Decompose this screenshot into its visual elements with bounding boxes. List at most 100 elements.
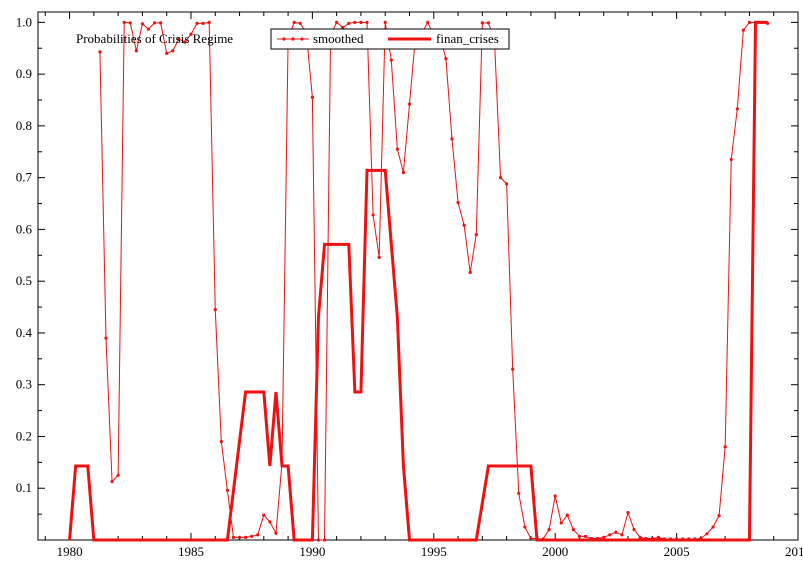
data-point-smoothed [256, 533, 260, 537]
legend-marker-smoothed [282, 37, 286, 41]
legend-label-finan-crises: finan_crises [436, 31, 499, 46]
data-point-smoothed [341, 25, 345, 30]
data-point-smoothed [705, 532, 709, 536]
data-point-smoothed [426, 20, 430, 24]
data-point-smoothed [268, 520, 272, 524]
data-point-smoothed [146, 27, 151, 31]
data-point-smoothed [335, 20, 339, 24]
data-point-smoothed [292, 20, 296, 24]
data-point-smoothed [250, 534, 254, 538]
data-point-smoothed [98, 50, 102, 54]
data-point-smoothed [365, 20, 369, 24]
y-axis: 0.1 0.2 0.3 0.4 0.5 0.6 0.7 0.8 0.9 1.0 [16, 14, 798, 515]
legend-label-smoothed: smoothed [313, 31, 364, 46]
data-point-smoothed [723, 445, 727, 449]
data-point-smoothed [377, 255, 381, 259]
x-tick-label: 2000 [542, 544, 568, 559]
data-point-smoothed [171, 49, 175, 53]
data-point-smoothed [122, 20, 126, 24]
y-tick-label: 1.0 [16, 14, 32, 29]
legend-marker-smoothed [300, 37, 304, 41]
y-tick-label: 0.7 [16, 170, 33, 185]
y-tick-label: 0.3 [16, 377, 32, 392]
plot-frame [37, 11, 799, 541]
data-point-smoothed [316, 538, 321, 542]
data-point-smoothed [262, 513, 266, 517]
y-tick-label: 0.9 [16, 66, 32, 81]
data-point-smoothed [553, 494, 557, 498]
data-point-smoothed [201, 21, 205, 25]
data-point-smoothed [159, 21, 163, 25]
data-point-smoothed [231, 535, 236, 540]
y-tick-label: 0.1 [16, 480, 32, 495]
data-point-smoothed [213, 308, 217, 312]
data-point-smoothed [450, 137, 454, 141]
data-point-smoothed [456, 200, 460, 205]
data-point-smoothed [353, 20, 357, 24]
data-point-smoothed [711, 525, 715, 529]
data-point-smoothed [735, 107, 739, 111]
data-point-smoothed [110, 479, 114, 484]
data-point-smoothed [656, 535, 660, 540]
data-point-smoothed [207, 20, 211, 24]
x-tick-label: 2005 [664, 544, 690, 559]
data-point-smoothed [195, 21, 199, 25]
data-point-smoothed [620, 533, 624, 537]
data-point-smoothed [359, 20, 363, 24]
data-point-smoothed [134, 49, 138, 53]
x-tick-label: 1995 [421, 544, 447, 559]
y-tick-label: 0.8 [16, 118, 32, 133]
data-point-smoothed [389, 58, 393, 62]
data-point-smoothed [152, 21, 157, 25]
data-point-smoothed [310, 95, 314, 100]
y-tick-label: 0.5 [16, 273, 32, 288]
data-point-smoothed [523, 525, 527, 529]
data-point-smoothed [401, 170, 406, 175]
data-point-smoothed [626, 510, 630, 515]
y-tick-label: 0.6 [16, 221, 33, 236]
data-point-smoothed [729, 157, 733, 162]
series-line-finan-crises [68, 20, 768, 542]
data-point-smoothed [486, 21, 491, 25]
data-point-smoothed [116, 473, 120, 477]
y-tick-label: 0.4 [16, 325, 33, 340]
data-point-smoothed [529, 536, 533, 541]
data-point-smoothed [322, 538, 327, 542]
data-point-smoothed [747, 20, 752, 24]
chart-title: Probabilities of Crisis Regime [76, 31, 233, 46]
data-point-smoothed [189, 32, 193, 36]
data-point-smoothed [237, 535, 242, 540]
data-point-smoothed [480, 21, 484, 25]
legend-marker-smoothed [291, 37, 295, 41]
data-point-smoothed [717, 514, 721, 518]
data-point-smoothed [571, 528, 576, 532]
data-point-smoothed [140, 22, 145, 26]
y-tick-label: 0.2 [16, 428, 32, 443]
data-point-smoothed [347, 21, 351, 25]
data-point-smoothed [183, 40, 187, 44]
data-point-smoothed [371, 213, 375, 217]
data-point-smoothed [177, 37, 181, 41]
data-point-smoothed [468, 270, 472, 274]
data-point-smoothed [225, 488, 229, 492]
data-point-smoothed [614, 530, 618, 534]
x-tick-label: 1985 [178, 544, 204, 559]
data-point-smoothed [547, 528, 551, 532]
data-point-smoothed [632, 528, 636, 532]
data-point-smoothed [741, 28, 745, 32]
data-point-smoothed [128, 21, 132, 25]
data-point-smoothed [407, 102, 412, 106]
data-point-smoothed [517, 491, 521, 496]
data-point-smoothed [565, 513, 569, 517]
data-point-smoothed [383, 20, 387, 24]
data-point-smoothed [498, 176, 503, 180]
data-point-smoothed [511, 367, 515, 371]
data-point-smoothed [505, 182, 509, 186]
data-point-smoothed [274, 531, 278, 535]
data-point-smoothed [638, 535, 642, 540]
data-point-smoothed [462, 223, 466, 227]
x-tick-label: 1990 [299, 544, 325, 559]
legend: smoothed finan_crises [270, 28, 510, 50]
data-point-smoothed [104, 336, 108, 340]
